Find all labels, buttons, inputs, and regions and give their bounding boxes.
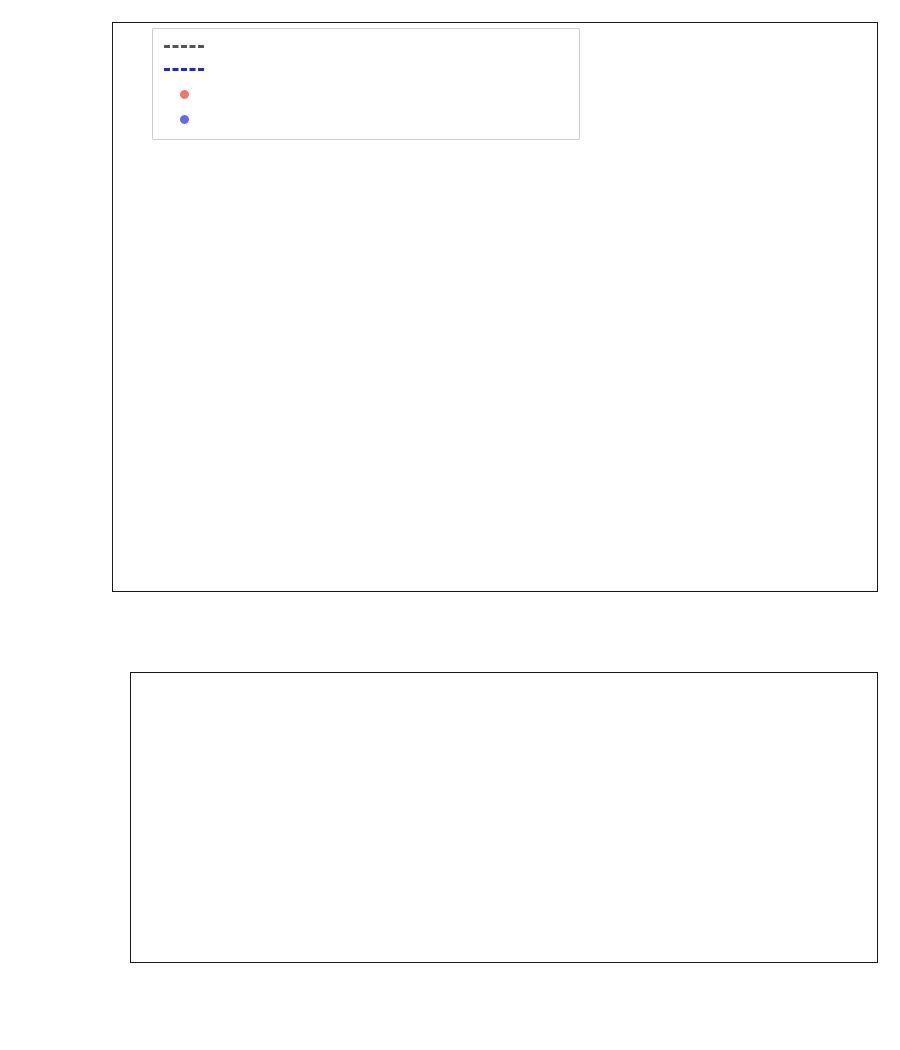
legend-key-corrected xyxy=(162,109,206,131)
legend-row-raw xyxy=(162,82,570,107)
residuals-plot-panel xyxy=(130,672,878,963)
legend-key-fit xyxy=(162,59,206,81)
dashed-gray-line-icon xyxy=(164,44,204,48)
blue-dot-marker-icon xyxy=(179,115,189,124)
legend-key-raw xyxy=(162,84,206,106)
red-dot-marker-icon xyxy=(179,90,189,99)
legend-row-fit xyxy=(162,57,570,82)
legend-row-corrected xyxy=(162,107,570,132)
legend-key-platepar xyxy=(162,35,206,57)
dashed-blue-line-icon xyxy=(164,68,204,71)
legend[interactable] xyxy=(152,28,580,140)
